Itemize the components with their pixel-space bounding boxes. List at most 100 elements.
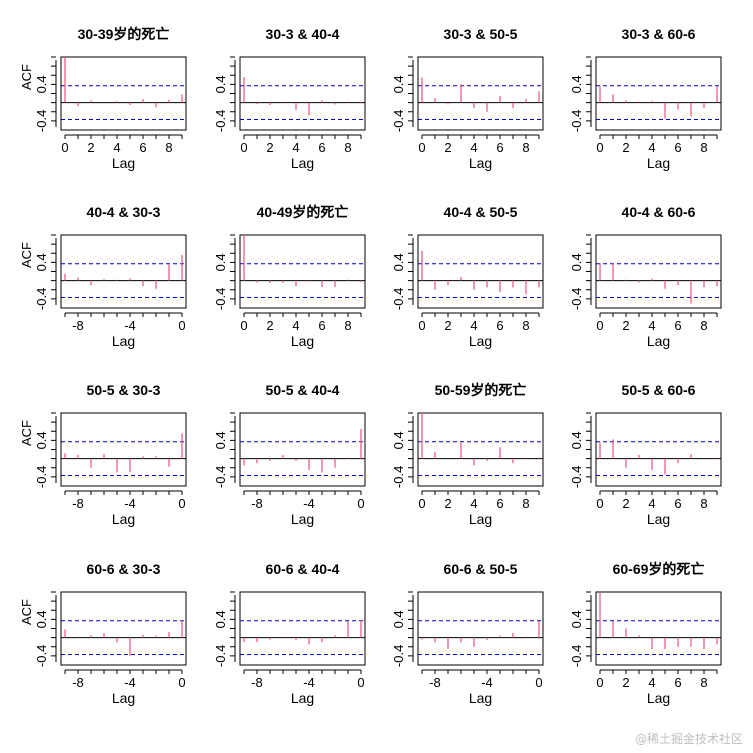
x-axis-label: Lag bbox=[469, 511, 492, 527]
x-tick-label: 4 bbox=[292, 140, 299, 155]
x-tick-label: -4 bbox=[124, 675, 136, 690]
x-tick-label: 8 bbox=[522, 496, 529, 511]
y-tick-label: 0.4 bbox=[391, 75, 406, 93]
y-tick-label: 0.4 bbox=[34, 75, 49, 93]
acf-panel: 40-49岁的死亡 0.4 -0.4 0 2 4 6 8 Lag bbox=[213, 204, 366, 349]
x-tick-label: -4 bbox=[481, 675, 493, 690]
x-tick-label: 0 bbox=[418, 140, 425, 155]
plot-frame bbox=[239, 591, 366, 666]
acf-panel: 50-5 & 30-3 0.4 -0.4 ACF -8 -4 0 Lag bbox=[19, 382, 187, 527]
panel-title: 60-6 & 50-5 bbox=[444, 561, 518, 577]
panel-title: 60-6 & 40-4 bbox=[266, 561, 340, 577]
y-axis-label: ACF bbox=[19, 64, 34, 90]
x-axis-label: Lag bbox=[647, 333, 670, 349]
x-axis-label: Lag bbox=[291, 155, 314, 171]
plot-frame bbox=[417, 591, 544, 666]
x-tick-label: 4 bbox=[470, 318, 477, 333]
x-tick-label: -8 bbox=[251, 496, 263, 511]
x-tick-label: 2 bbox=[266, 140, 273, 155]
plot-frame bbox=[239, 234, 366, 309]
plot-frame bbox=[60, 591, 187, 666]
x-tick-label: -8 bbox=[72, 675, 84, 690]
panel-title: 50-5 & 60-6 bbox=[622, 382, 696, 398]
y-tick-label: 0.4 bbox=[391, 610, 406, 628]
x-axis-label: Lag bbox=[291, 333, 314, 349]
plot-frame bbox=[417, 56, 544, 131]
acf-panel: 40-4 & 50-5 0.4 -0.4 0 2 4 6 8 Lag bbox=[391, 204, 544, 349]
x-axis-label: Lag bbox=[291, 511, 314, 527]
x-axis-label: Lag bbox=[112, 155, 135, 171]
x-tick-label: 0 bbox=[61, 140, 68, 155]
x-tick-label: 6 bbox=[318, 140, 325, 155]
y-tick-label: 0.4 bbox=[391, 253, 406, 271]
panel-title: 40-49岁的死亡 bbox=[257, 204, 349, 220]
y-tick-label: -0.4 bbox=[34, 288, 49, 310]
panel-title: 30-3 & 60-6 bbox=[622, 26, 696, 42]
x-tick-label: 4 bbox=[292, 318, 299, 333]
y-axis-label: ACF bbox=[19, 242, 34, 268]
x-tick-label: 8 bbox=[700, 140, 707, 155]
plot-frame bbox=[60, 412, 187, 487]
y-tick-label: 0.4 bbox=[213, 75, 228, 93]
y-tick-label: 0.4 bbox=[213, 253, 228, 271]
y-tick-label: 0.4 bbox=[34, 253, 49, 271]
watermark: @稀土掘金技术社区 bbox=[634, 732, 743, 746]
plot-frame bbox=[417, 412, 544, 487]
x-tick-label: 2 bbox=[87, 140, 94, 155]
panel-title: 60-69岁的死亡 bbox=[613, 561, 705, 577]
x-tick-label: 2 bbox=[622, 675, 629, 690]
x-tick-label: -8 bbox=[429, 675, 441, 690]
x-axis-label: Lag bbox=[469, 333, 492, 349]
x-tick-label: 0 bbox=[596, 140, 603, 155]
acf-panel: 60-6 & 40-4 0.4 -0.4 -8 -4 0 Lag bbox=[213, 561, 366, 706]
y-tick-label: -0.4 bbox=[391, 110, 406, 132]
x-tick-label: 4 bbox=[648, 675, 655, 690]
x-tick-label: -4 bbox=[124, 496, 136, 511]
x-tick-label: 6 bbox=[674, 140, 681, 155]
acf-panel: 50-59岁的死亡 0.4 -0.4 0 2 4 6 8 Lag bbox=[391, 382, 544, 527]
y-tick-label: 0.4 bbox=[569, 610, 584, 628]
x-axis-label: Lag bbox=[647, 690, 670, 706]
panel-title: 50-5 & 40-4 bbox=[266, 382, 340, 398]
x-tick-label: 6 bbox=[496, 140, 503, 155]
x-axis-label: Lag bbox=[647, 511, 670, 527]
x-tick-label: 8 bbox=[165, 140, 172, 155]
x-tick-label: 2 bbox=[622, 496, 629, 511]
x-tick-label: 6 bbox=[674, 675, 681, 690]
acf-panel: 30-39岁的死亡 0.4 -0.4 ACF 0 2 4 6 8 Lag bbox=[19, 26, 187, 171]
x-tick-label: 4 bbox=[648, 318, 655, 333]
y-tick-label: -0.4 bbox=[34, 645, 49, 667]
y-tick-label: -0.4 bbox=[213, 110, 228, 132]
y-tick-label: 0.4 bbox=[569, 253, 584, 271]
y-tick-label: 0.4 bbox=[569, 431, 584, 449]
y-tick-label: 0.4 bbox=[213, 610, 228, 628]
acf-panel: 50-5 & 40-4 0.4 -0.4 -8 -4 0 Lag bbox=[213, 382, 366, 527]
plot-frame bbox=[595, 56, 722, 131]
y-tick-label: -0.4 bbox=[391, 466, 406, 488]
acf-panel: 30-3 & 40-4 0.4 -0.4 0 2 4 6 8 Lag bbox=[213, 26, 366, 171]
x-tick-label: 6 bbox=[674, 496, 681, 511]
plot-frame bbox=[239, 56, 366, 131]
x-tick-label: 4 bbox=[648, 140, 655, 155]
x-axis-label: Lag bbox=[469, 155, 492, 171]
x-axis-label: Lag bbox=[469, 690, 492, 706]
acf-panel: 40-4 & 60-6 0.4 -0.4 0 2 4 6 8 Lag bbox=[569, 204, 722, 349]
acf-panel: 60-69岁的死亡 0.4 -0.4 0 2 4 6 8 Lag bbox=[569, 561, 722, 706]
y-tick-label: -0.4 bbox=[213, 645, 228, 667]
acf-panel: 60-6 & 50-5 0.4 -0.4 -8 -4 0 Lag bbox=[391, 561, 544, 706]
y-tick-label: -0.4 bbox=[569, 645, 584, 667]
x-tick-label: 2 bbox=[622, 318, 629, 333]
x-tick-label: 0 bbox=[178, 675, 185, 690]
x-tick-label: 8 bbox=[700, 318, 707, 333]
x-tick-label: 0 bbox=[357, 675, 364, 690]
x-tick-label: 6 bbox=[139, 140, 146, 155]
y-axis-label: ACF bbox=[19, 420, 34, 446]
x-tick-label: 6 bbox=[318, 318, 325, 333]
x-tick-label: 6 bbox=[496, 318, 503, 333]
y-tick-label: -0.4 bbox=[391, 645, 406, 667]
plot-frame bbox=[239, 412, 366, 487]
x-tick-label: 4 bbox=[470, 496, 477, 511]
x-tick-label: 2 bbox=[622, 140, 629, 155]
acf-panel: 30-3 & 60-6 0.4 -0.4 0 2 4 6 8 Lag bbox=[569, 26, 722, 171]
x-tick-label: 0 bbox=[178, 318, 185, 333]
